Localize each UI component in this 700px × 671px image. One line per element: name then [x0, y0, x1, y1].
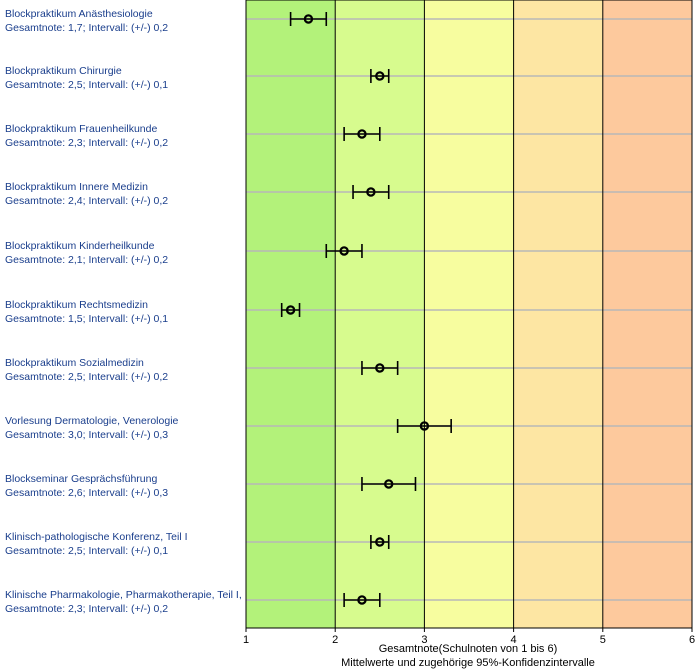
errorbar [361, 361, 399, 375]
mean-marker [339, 246, 349, 256]
row-title: Blockpraktikum Anästhesiologie [5, 8, 153, 20]
mean-marker [375, 537, 385, 547]
row-summary: Gesamtnote: 2,4; Intervall: (+/-) 0,2 [5, 195, 168, 207]
grade-grid [334, 0, 604, 628]
mean-marker [303, 14, 314, 24]
row-summary: Gesamtnote: 1,5; Intervall: (+/-) 0,1 [5, 313, 168, 325]
mean-marker [384, 479, 394, 489]
mean-marker [375, 363, 385, 373]
x-tick-label: 4 [511, 634, 517, 646]
errorbar [370, 69, 390, 83]
mean-marker [375, 71, 385, 81]
row-title: Blockpraktikum Chirurgie [5, 65, 122, 77]
row-title: Blockpraktikum Kinderheilkunde [5, 240, 155, 252]
errorbar [396, 419, 452, 433]
x-tick-label: 2 [332, 634, 338, 646]
grade-zone-5 [602, 0, 692, 628]
mean-marker [285, 305, 296, 315]
plot-frame [245, 0, 693, 629]
mean-marker [366, 187, 376, 197]
row-summary: Gesamtnote: 2,3; Intervall: (+/-) 0,2 [5, 603, 168, 615]
row-title: Blockpraktikum Sozialmedizin [5, 357, 144, 369]
errorbar-marks [280, 12, 452, 607]
row-summary: Gesamtnote: 2,1; Intervall: (+/-) 0,2 [5, 254, 168, 266]
row-summary: Gesamtnote: 2,6; Intervall: (+/-) 0,3 [5, 487, 168, 499]
errorbar [352, 185, 390, 199]
row-title: Vorlesung Dermatologie, Venerologie [5, 415, 179, 427]
row-summary: Gesamtnote: 2,5; Intervall: (+/-) 0,1 [5, 545, 168, 557]
row-labels: Blockpraktikum Anästhesiologie Gesamtnote… [5, 8, 242, 615]
errorbar [289, 12, 328, 26]
row-title: Klinische Pharmakologie, Pharmakotherapi… [5, 589, 242, 601]
errorbar [280, 303, 301, 317]
x-tick-label: 6 [689, 634, 695, 646]
errorbar [343, 593, 381, 607]
errorbar [370, 535, 390, 549]
row-summary: Gesamtnote: 2,5; Intervall: (+/-) 0,1 [5, 79, 168, 91]
x-axis: 1 2 3 4 5 6 [243, 628, 695, 646]
errorbar [361, 477, 417, 491]
grade-zones [246, 0, 692, 628]
row-summary: Gesamtnote: 3,0; Intervall: (+/-) 0,3 [5, 429, 168, 441]
x-tick-label: 3 [421, 634, 427, 646]
mean-marker [419, 421, 430, 431]
row-title: Blockpraktikum Rechtsmedizin [5, 299, 148, 311]
errorbar [325, 244, 363, 258]
x-tick-label: 5 [600, 634, 606, 646]
grade-zone-4 [513, 0, 603, 628]
errorbar [343, 127, 381, 141]
mean-marker [357, 595, 367, 605]
grade-zone-2 [335, 0, 425, 628]
row-title: Blockpraktikum Frauenheilkunde [5, 123, 157, 135]
mean-marker [357, 129, 367, 139]
row-title: Klinisch-pathologische Konferenz, Teil I [5, 531, 188, 543]
row-grid [246, 18, 692, 601]
row-summary: Gesamtnote: 1,7; Intervall: (+/-) 0,2 [5, 22, 168, 34]
row-title: Blockseminar Gesprächsführung [5, 473, 157, 485]
x-axis-title: Gesamtnote(Schulnoten von 1 bis 6) [379, 643, 558, 655]
row-summary: Gesamtnote: 2,3; Intervall: (+/-) 0,2 [5, 137, 168, 149]
row-summary: Gesamtnote: 2,5; Intervall: (+/-) 0,2 [5, 371, 168, 383]
grade-zone-3 [424, 0, 514, 628]
row-title: Blockpraktikum Innere Medizin [5, 181, 148, 193]
x-axis-subtitle: Mittelwerte und zugehörige 95%-Konfidenz… [341, 657, 595, 669]
x-tick-label: 1 [243, 634, 249, 646]
